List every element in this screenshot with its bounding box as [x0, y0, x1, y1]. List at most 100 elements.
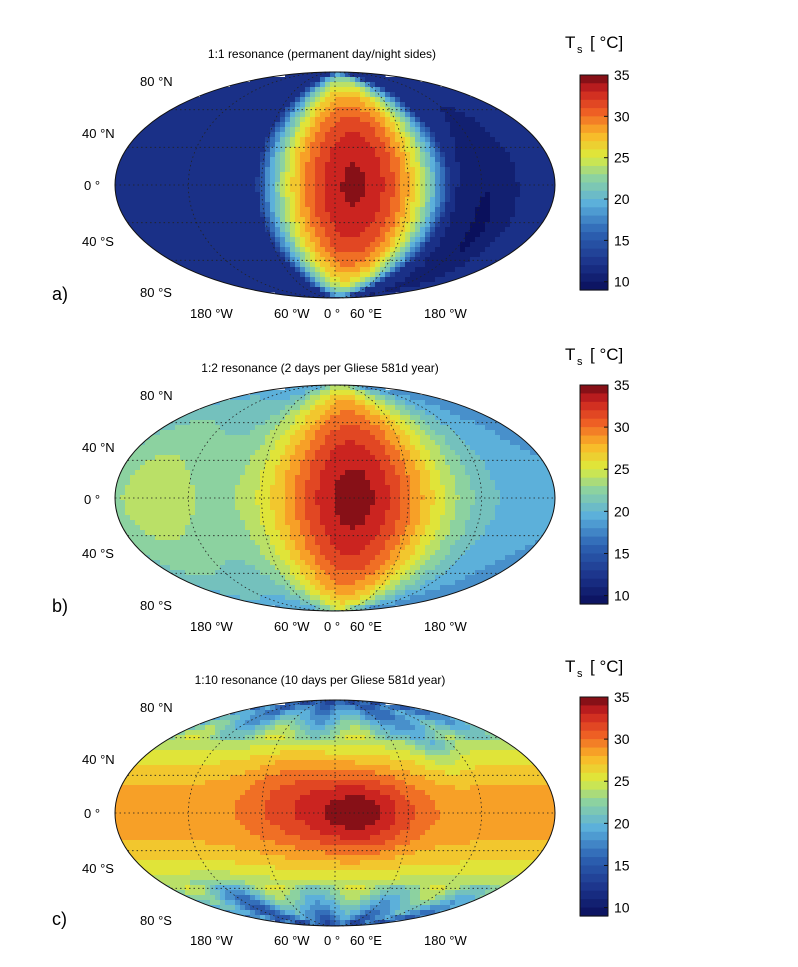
- colorbar-segment: [580, 207, 608, 217]
- colorbar-segment: [580, 83, 608, 93]
- lon-label-180w: 180 °W: [190, 306, 234, 321]
- colorbar-segment: [580, 831, 608, 841]
- lon-label-180w: 180 °W: [190, 619, 234, 634]
- colorbar-segment: [580, 460, 608, 470]
- colorbar-frame: [579, 74, 609, 291]
- lon-label-0: 0 °: [324, 619, 340, 634]
- colorbar-unit: [ °C]: [590, 657, 623, 676]
- lat-label-80n: 80 °N: [140, 388, 173, 403]
- colorbar-segment: [580, 814, 608, 824]
- colorbar-segment: [580, 494, 608, 504]
- lon-label-60e: 60 °E: [350, 933, 382, 948]
- colorbar-segment: [580, 91, 608, 101]
- colorbar-frame: [579, 696, 609, 917]
- lon-label-180w: 180 °W: [190, 933, 234, 948]
- colorbar-segment: [580, 427, 608, 437]
- colorbar-segment: [580, 697, 608, 707]
- colorbar-segment: [580, 385, 608, 395]
- colorbar-segment: [580, 781, 608, 791]
- colorbar-segment: [580, 157, 608, 167]
- lon-label-60w: 60 °W: [274, 933, 310, 948]
- colorbar-segment: [580, 469, 608, 479]
- colorbar-label-sub: s: [577, 356, 583, 368]
- map-outline: [114, 384, 556, 612]
- colorbar-segment: [580, 199, 608, 208]
- colorbar-label-sub: s: [577, 668, 583, 680]
- meridian-line: [334, 384, 409, 612]
- colorbar-segment: [580, 401, 608, 411]
- colorbar-segment: [580, 165, 608, 175]
- colorbar-segment: [580, 570, 608, 580]
- colorbar-title: T s [ °C]: [565, 345, 623, 368]
- temperature-map: [115, 385, 555, 611]
- temperature-map: [115, 72, 555, 298]
- lat-label-40n: 40 °N: [82, 126, 115, 141]
- map-outline: [114, 699, 556, 927]
- lon-label-60e: 60 °E: [350, 619, 382, 634]
- colorbar-segment: [580, 223, 608, 233]
- colorbar-segment: [580, 587, 608, 597]
- colorbar-tick-label: 20: [614, 191, 630, 207]
- colorbar-tick-label: 10: [614, 900, 630, 916]
- colorbar-segment: [580, 393, 608, 403]
- colorbar-tick-label: 15: [614, 545, 630, 561]
- panel-label: c): [52, 909, 67, 929]
- colorbar-segment: [580, 116, 608, 126]
- colorbar-segment: [580, 561, 608, 571]
- colorbar-tick-label: 20: [614, 815, 630, 831]
- colorbar-tick-label: 15: [614, 857, 630, 873]
- colorbar-segment: [580, 511, 608, 521]
- lat-label-80n: 80 °N: [140, 700, 173, 715]
- colorbar-segment: [580, 502, 608, 512]
- colorbar-segment: [580, 840, 608, 850]
- colorbar-segment: [580, 124, 608, 134]
- colorbar: 35 30 25 20 15 10: [579, 67, 630, 291]
- colorbar-title: T s [ °C]: [565, 657, 623, 680]
- colorbar-segment: [580, 477, 608, 487]
- panel-a: 1:1 resonance (permanent day/night sides…: [52, 33, 630, 321]
- colorbar-segment: [580, 265, 608, 275]
- colorbar-tick-label: 15: [614, 232, 630, 248]
- lat-label-80s: 80 °S: [140, 913, 172, 928]
- colorbar-segment: [580, 865, 608, 875]
- panel-label: b): [52, 596, 68, 616]
- colorbar-segment: [580, 256, 608, 266]
- colorbar-segment: [580, 232, 608, 241]
- colorbar-segment: [580, 190, 608, 200]
- lon-label-60w: 60 °W: [274, 306, 310, 321]
- colorbar-label: T: [565, 33, 575, 52]
- colorbar-tick-label: 35: [614, 377, 630, 393]
- colorbar-tick-label: 25: [614, 461, 630, 477]
- colorbar-label-sub: s: [577, 44, 583, 56]
- colorbar-segment: [580, 772, 608, 782]
- temperature-map: [115, 700, 555, 926]
- colorbar-segment: [580, 240, 608, 250]
- lat-label-40s: 40 °S: [82, 861, 114, 876]
- panel-title: 1:10 resonance (10 days per Gliese 581d …: [195, 673, 446, 687]
- colorbar: 35 30 25 20 15 10: [579, 689, 630, 917]
- lat-label-40s: 40 °S: [82, 546, 114, 561]
- lon-label-60w: 60 °W: [274, 619, 310, 634]
- lat-label-40n: 40 °N: [82, 752, 115, 767]
- graticule: [115, 384, 555, 612]
- colorbar-segment: [580, 435, 608, 445]
- colorbar-segment: [580, 747, 608, 757]
- lat-label-40n: 40 °N: [82, 440, 115, 455]
- colorbar-segment: [580, 545, 608, 555]
- colorbar-segment: [580, 553, 608, 563]
- colorbar-segment: [580, 739, 608, 749]
- lon-label-180w-east: 180 °W: [424, 933, 468, 948]
- lat-label-40s: 40 °S: [82, 234, 114, 249]
- colorbar-segment: [580, 730, 608, 740]
- colorbar-segment: [580, 873, 608, 883]
- lon-label-0: 0 °: [324, 933, 340, 948]
- colorbar-segment: [580, 75, 608, 84]
- colorbar-tick-label: 25: [614, 773, 630, 789]
- colorbar-segment: [580, 418, 608, 428]
- colorbar-segment: [580, 528, 608, 538]
- colorbar-label: T: [565, 345, 575, 364]
- colorbar-tick-label: 30: [614, 419, 630, 435]
- colorbar: 35 30 25 20 15 10: [579, 377, 630, 605]
- colorbar-segment: [580, 174, 608, 184]
- lat-label-0: 0 °: [84, 806, 100, 821]
